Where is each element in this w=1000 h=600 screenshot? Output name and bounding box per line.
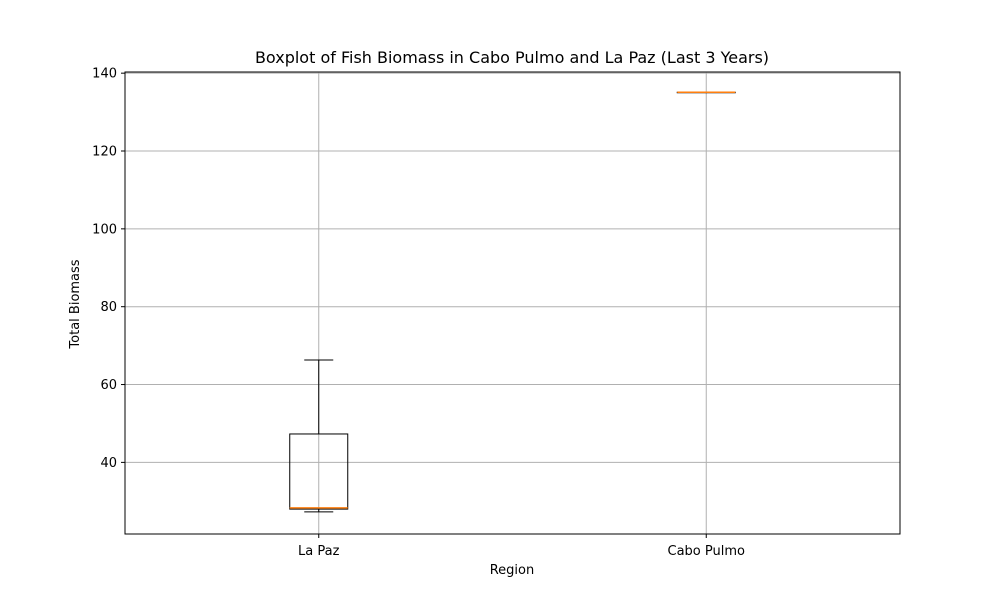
boxes <box>289 91 736 513</box>
iqr-box <box>289 433 349 510</box>
y-tick-label: 100 <box>92 222 117 237</box>
x-tick-label: La Paz <box>298 544 340 559</box>
grid-lines <box>125 72 900 534</box>
box-cabo-pulmo <box>676 91 736 94</box>
y-tick-label: 40 <box>100 456 117 471</box>
x-axis-label: Region <box>490 563 535 578</box>
chart-title: Boxplot of Fish Biomass in Cabo Pulmo an… <box>255 48 769 67</box>
y-tick-label: 80 <box>100 300 117 315</box>
y-tick-label: 140 <box>92 67 117 82</box>
y-tick-label: 60 <box>100 378 117 393</box>
plot-frame <box>124 71 901 535</box>
axes: 40 60 80 100 120 140 La Paz Cabo Pulmo <box>92 67 745 559</box>
x-tick-label: Cabo Pulmo <box>668 544 746 559</box>
box-la-paz <box>289 359 349 513</box>
y-tick-label: 120 <box>92 145 117 160</box>
y-axis-label: Total Biomass <box>68 259 83 349</box>
